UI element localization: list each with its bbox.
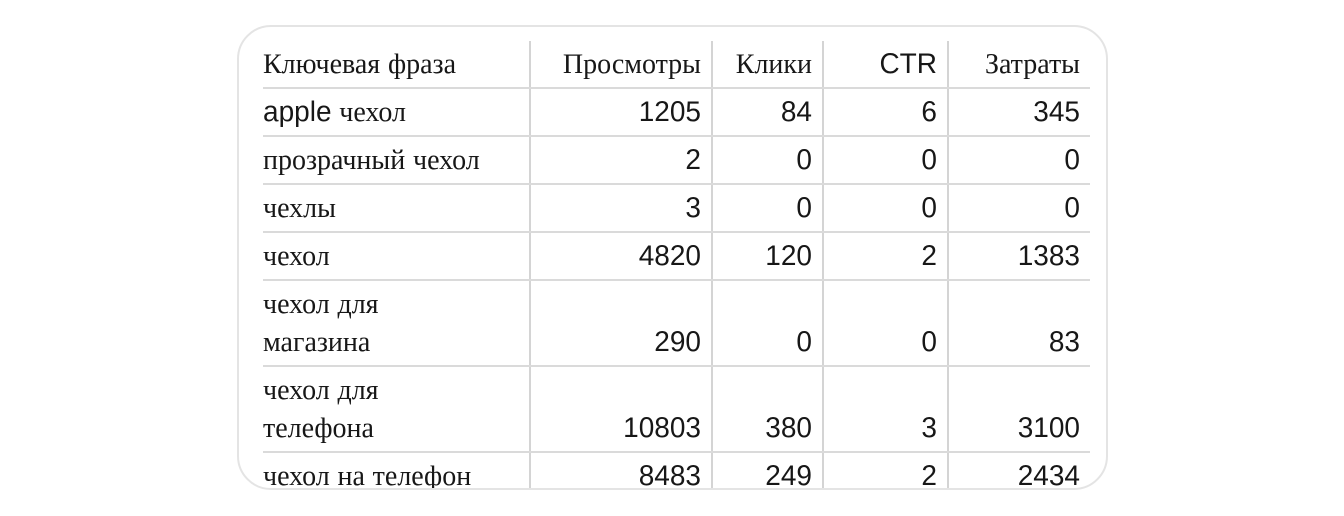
cell-keyword: чехол для магазина — [263, 280, 530, 367]
cell-clicks: 0 — [711, 136, 823, 185]
cell-cost: 2434 — [947, 452, 1090, 488]
cell-cost: 0 — [947, 136, 1090, 185]
cell-cost: 83 — [947, 280, 1090, 367]
cell-clicks: 84 — [711, 88, 823, 137]
cell-ctr: 0 — [822, 136, 948, 185]
column-header-cost: Затраты — [947, 41, 1090, 89]
cell-views: 3 — [529, 184, 712, 233]
cell-ctr: 2 — [822, 232, 948, 281]
keyword-stats-table: Ключевая фраза Просмотры Клики CTR Затраты a… — [263, 41, 1090, 490]
table-row: apple чехол 1205 84 6 345 — [263, 88, 1090, 137]
cell-cost: 0 — [947, 184, 1090, 233]
cell-ctr: 2 — [822, 452, 948, 488]
cell-clicks: 120 — [711, 232, 823, 281]
header-row: Ключевая фраза Просмотры Клики CTR Затраты — [263, 41, 1090, 89]
cell-keyword: apple чехол — [263, 88, 530, 137]
cell-views: 2 — [529, 136, 712, 185]
cell-ctr: 0 — [822, 280, 948, 367]
cell-cost: 1383 — [947, 232, 1090, 281]
cell-clicks: 380 — [711, 366, 823, 453]
cell-keyword: прозрачный чехол — [263, 136, 530, 185]
cell-views: 290 — [529, 280, 712, 367]
cell-views: 10803 — [529, 366, 712, 453]
cell-cost: 345 — [947, 88, 1090, 137]
cell-ctr: 3 — [822, 366, 948, 453]
column-header-views: Просмотры — [529, 41, 712, 89]
cell-keyword: чехлы — [263, 184, 530, 233]
cell-cost: 3100 — [947, 366, 1090, 453]
table-row: прозрачный чехол 2 0 0 0 — [263, 136, 1090, 185]
cell-views: 8483 — [529, 452, 712, 488]
table-body: apple чехол 1205 84 6 345 прозрачный чехол 2 0 0… — [263, 88, 1090, 490]
table-row: чехлы 3 0 0 0 — [263, 184, 1090, 233]
column-header-ctr: CTR — [822, 41, 948, 89]
cell-keyword: чехол на телефон — [263, 460, 472, 490]
keyword-stats-card: Ключевая фраза Просмотры Клики CTR Затраты a… — [237, 25, 1108, 490]
cell-ctr: 0 — [822, 184, 948, 233]
column-header-keyword: Ключевая фраза — [263, 41, 530, 89]
cell-ctr: 6 — [822, 88, 948, 137]
cell-clicks: 249 — [711, 452, 823, 488]
table-row: чехол на телефон 8483 249 2 2434 — [263, 452, 1090, 490]
table-row: чехол для магазина 290 0 0 83 — [263, 280, 1090, 367]
cell-keyword: чехол для телефона — [263, 366, 530, 453]
table-row: чехол 4820 120 2 1383 — [263, 232, 1090, 281]
cell-keyword: чехол — [263, 232, 530, 281]
table-row: чехол для телефона 10803 380 3 3100 — [263, 366, 1090, 453]
cell-views: 4820 — [529, 232, 712, 281]
cell-clicks: 0 — [711, 184, 823, 233]
cell-views: 1205 — [529, 88, 712, 137]
column-header-clicks: Клики — [711, 41, 823, 89]
cell-clicks: 0 — [711, 280, 823, 367]
